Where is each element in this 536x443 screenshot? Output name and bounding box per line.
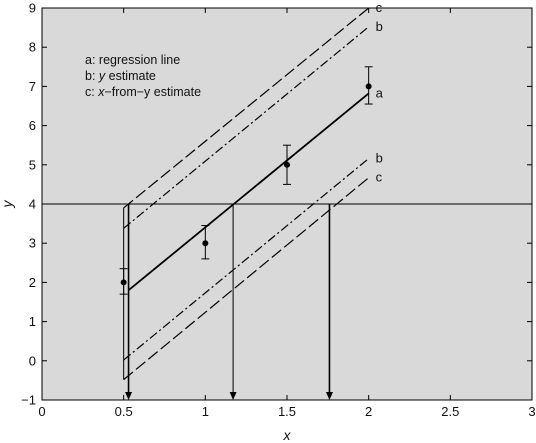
x-tick-label-3: 1.5 <box>278 404 296 419</box>
y-tick-label-0: −1 <box>21 393 36 408</box>
x-tick-label-1: 0.5 <box>115 404 133 419</box>
series-line-b-1 <box>123 26 370 229</box>
legend-prefix-c: c: <box>85 85 98 99</box>
series-label-a-0: a <box>376 85 384 100</box>
y-tick-label-4: 3 <box>29 236 36 251</box>
x-axis-title: x <box>283 427 292 443</box>
legend-entry-a: a: regression line <box>85 53 180 67</box>
legend-entry-c: c: x−from−y estimate <box>85 85 201 99</box>
legend-var-b: y <box>98 69 106 83</box>
legend-label-a: regression line <box>99 53 180 67</box>
y-tick-label-7: 6 <box>29 118 36 133</box>
x-tick-label-0: 0 <box>38 404 45 419</box>
y-tick-label-9: 8 <box>29 40 36 55</box>
y-tick-label-8: 7 <box>29 79 36 94</box>
data-point-2 <box>284 161 290 168</box>
data-point-3 <box>365 83 372 90</box>
y-ticks: −1 0 1 2 3 4 5 6 7 8 9 <box>21 1 532 408</box>
legend-var-c: x <box>97 85 105 99</box>
series-line-c-2 <box>123 7 370 209</box>
x-tick-label-6: 3 <box>528 404 535 419</box>
drop-arrow-head-1 <box>229 392 237 400</box>
series-label-c-2: c <box>376 0 383 15</box>
y-tick-label-3: 2 <box>29 275 36 290</box>
y-tick-label-2: 1 <box>29 314 36 329</box>
chart-points <box>119 66 373 295</box>
legend-label-c: x−from−y estimate <box>97 85 201 99</box>
drop-arrow-head-0 <box>125 392 133 400</box>
series-label-b-1: b <box>376 19 383 34</box>
x-tick-label-4: 2 <box>365 404 372 419</box>
series-line-c-4 <box>123 177 370 381</box>
legend-rest-b: estimate <box>105 69 156 83</box>
series-label-c-4: c <box>376 170 383 185</box>
x-ticks: 0 0.5 1 1.5 2 2.5 3 <box>38 8 536 419</box>
data-point-1 <box>202 240 209 247</box>
x-tick-label-5: 2.5 <box>441 404 459 419</box>
legend-label-b: y estimate <box>98 69 156 83</box>
y-tick-label-1: 0 <box>29 353 36 368</box>
drop-arrow-head-2 <box>325 392 333 400</box>
data-point-0 <box>120 279 127 286</box>
y-tick-label-6: 5 <box>29 157 36 172</box>
x-tick-label-2: 1 <box>202 404 209 419</box>
series-label-b-3: b <box>376 151 383 166</box>
legend-prefix-a: a: <box>85 53 99 67</box>
series-line-a-0 <box>127 92 370 291</box>
legend-rest-c: −from−y estimate <box>104 85 201 99</box>
y-tick-label-10: 9 <box>29 1 36 16</box>
legend-entry-b: b: y estimate <box>85 69 156 83</box>
y-tick-label-5: 4 <box>29 197 36 212</box>
series-line-b-3 <box>123 158 370 361</box>
y-axis-title: y <box>0 200 15 209</box>
legend-prefix-b: b: <box>85 69 99 83</box>
